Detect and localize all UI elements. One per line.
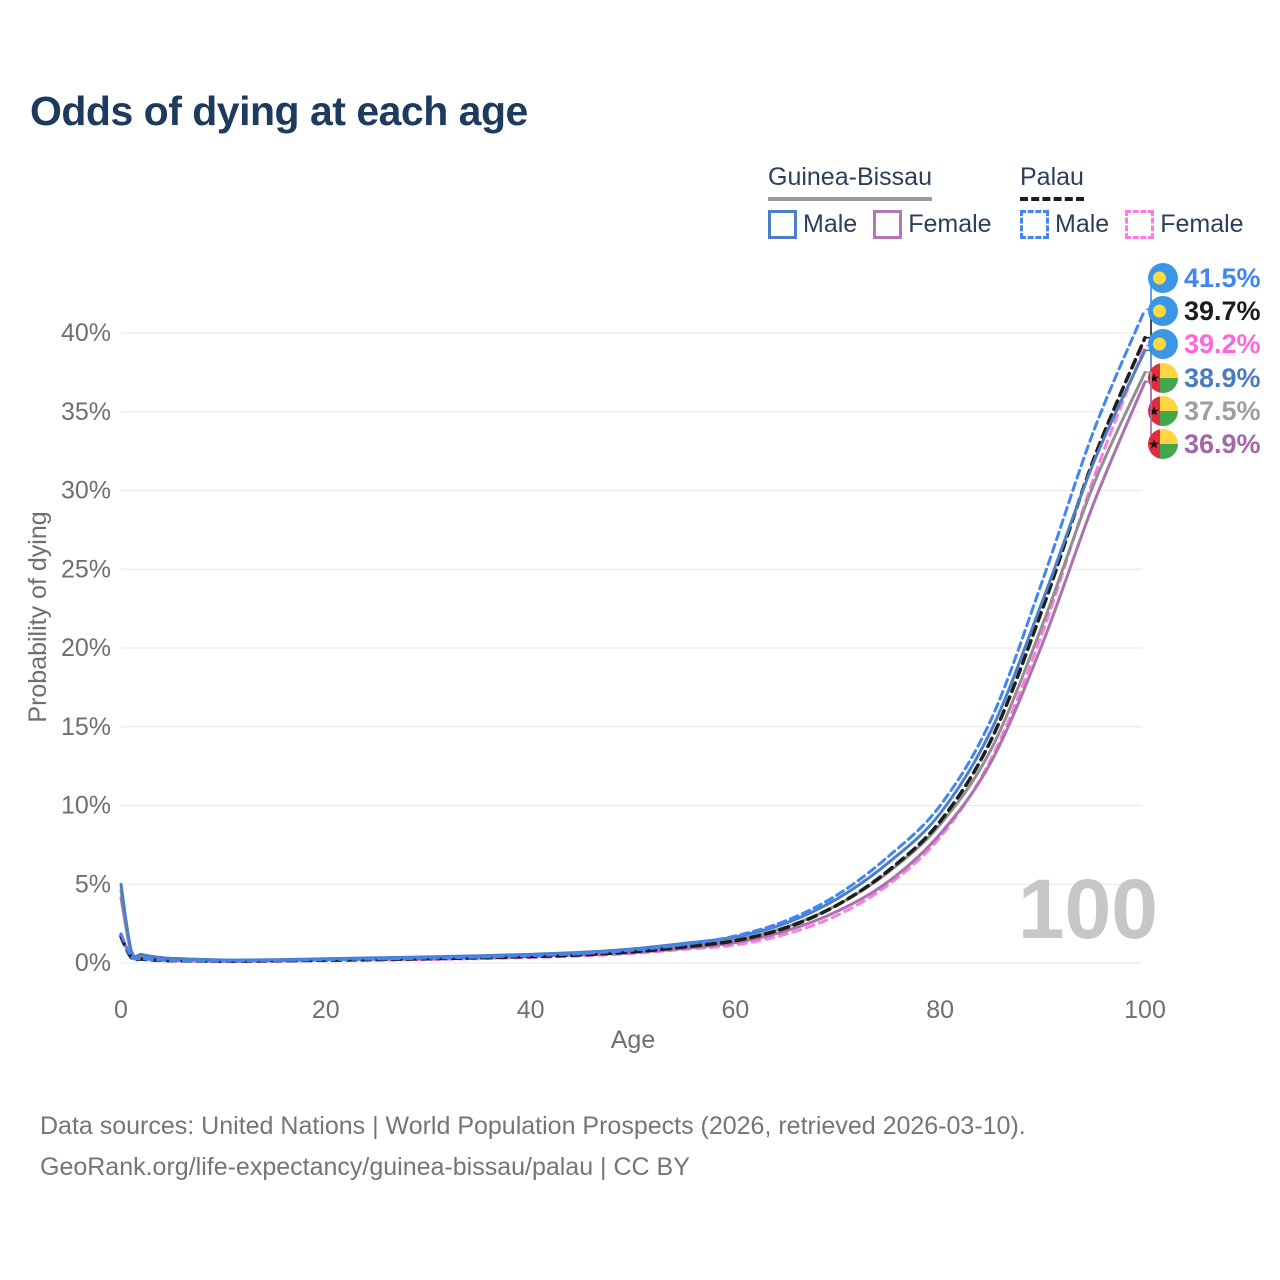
flag-gb-star-icon: ★: [1148, 437, 1160, 452]
watermark-age-label: 100: [1017, 862, 1158, 956]
legend-country-guinea-bissau: Guinea-Bissau: [768, 163, 932, 201]
legend: Guinea-Bissau Male Female Palau Male Fem…: [0, 163, 1280, 243]
series-line-guinea-bissau-male[interactable]: [119, 348, 1147, 962]
flag-gb-green-band: [1160, 444, 1178, 459]
y-tick-label: 25%: [61, 555, 111, 583]
flag-palau-moon-icon: [1153, 337, 1166, 351]
footer-data-sources: Data sources: United Nations | World Pop…: [40, 1112, 1026, 1140]
y-axis-title: Probability of dying: [24, 511, 52, 722]
y-tick-label: 30%: [61, 477, 111, 505]
flag-gb-green-band: [1160, 378, 1178, 393]
x-tick-label: 0: [114, 996, 128, 1024]
end-value-label-guinea-bissau-female: 36.9%: [1184, 429, 1261, 459]
page-title: Odds of dying at each age: [30, 88, 528, 134]
flag-gb-red-band: [1148, 429, 1160, 459]
flag-gb-yellow-band: [1160, 363, 1178, 378]
end-value-label-palau-female: 39.2%: [1184, 329, 1261, 359]
x-tick-label: 80: [926, 996, 954, 1024]
x-tick-label: 20: [312, 996, 340, 1024]
flag-gb-star-icon: ★: [1148, 404, 1160, 419]
legend-toggle-palau-male[interactable]: Male: [1020, 210, 1109, 239]
end-value-label-guinea-bissau-total: 37.5%: [1184, 396, 1261, 426]
legend-toggle-guinea-bissau-female[interactable]: Female: [873, 210, 992, 239]
y-tick-label: 5%: [75, 870, 111, 898]
legend-item-label: Female: [1160, 210, 1244, 238]
x-tick-label: 60: [721, 996, 749, 1024]
checkbox-dashed-icon: [1020, 210, 1049, 239]
y-tick-label: 20%: [61, 634, 111, 662]
checkbox-dashed-icon: [1125, 210, 1155, 239]
y-tick-label: 0%: [75, 949, 111, 977]
legend-toggle-guinea-bissau-male[interactable]: Male: [768, 210, 857, 239]
footer-attribution-link[interactable]: GeoRank.org/life-expectancy/guinea-bissa…: [40, 1153, 690, 1181]
checkbox-solid-icon: [873, 210, 903, 239]
legend-group-guinea-bissau: Guinea-Bissau Male Female: [768, 163, 992, 239]
y-tick-label: 10%: [61, 792, 111, 820]
legend-country-palau: Palau: [1020, 163, 1084, 201]
x-tick-label: 100: [1124, 996, 1166, 1024]
x-tick-label: 40: [517, 996, 545, 1024]
footer: Data sources: United Nations | World Pop…: [40, 1106, 1026, 1188]
legend-group-palau: Palau Male Female: [1020, 163, 1244, 239]
series-line-palau-total[interactable]: [119, 335, 1147, 963]
legend-item-label: Male: [803, 210, 858, 238]
flag-palau-moon-icon: [1153, 304, 1166, 318]
y-tick-label: 35%: [61, 398, 111, 426]
legend-toggle-palau-female[interactable]: Female: [1125, 210, 1244, 239]
legend-item-label: Male: [1055, 210, 1110, 238]
end-value-label-palau-male: 41.5%: [1184, 263, 1261, 293]
end-value-label-palau-total: 39.7%: [1184, 296, 1261, 326]
x-axis-title: Age: [611, 1026, 655, 1054]
flag-gb-yellow-band: [1160, 396, 1178, 411]
flag-gb-green-band: [1160, 411, 1178, 426]
series-line-palau-male[interactable]: [119, 307, 1147, 963]
series-line-palau-female[interactable]: [119, 344, 1147, 963]
y-tick-label: 40%: [61, 319, 111, 347]
checkbox-solid-icon: [768, 210, 797, 239]
flag-gb-yellow-band: [1160, 429, 1178, 444]
flag-gb-star-icon: ★: [1148, 371, 1160, 386]
end-value-label-guinea-bissau-male: 38.9%: [1184, 363, 1261, 393]
flag-palau-moon-icon: [1153, 271, 1166, 285]
y-tick-label: 15%: [61, 713, 111, 741]
legend-item-label: Female: [908, 210, 992, 238]
